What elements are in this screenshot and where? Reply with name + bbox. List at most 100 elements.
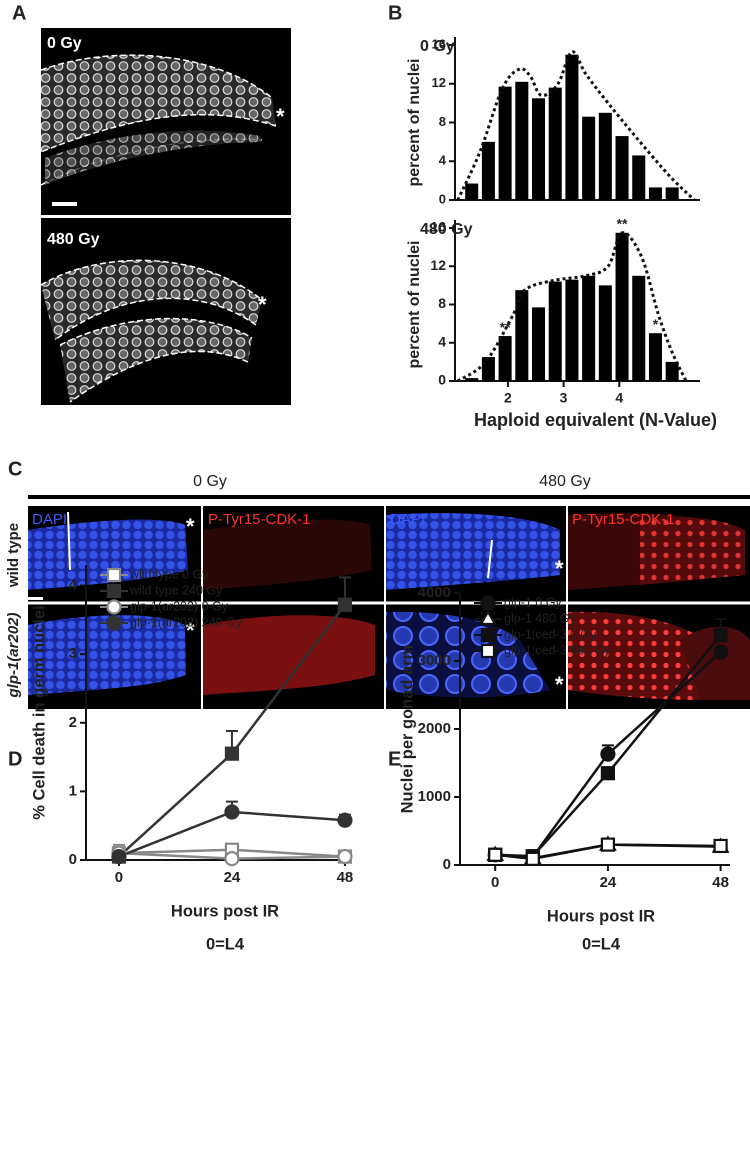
- bar: [665, 361, 679, 381]
- significance-mark: **: [617, 215, 628, 231]
- marker-circle: [337, 848, 353, 865]
- marker-circle: [224, 851, 240, 867]
- gonad-outline: [40, 259, 263, 403]
- bar: [632, 155, 646, 200]
- x-tick-label: 4: [615, 390, 623, 406]
- y-tick-label: 2: [69, 714, 77, 731]
- bar: [648, 187, 662, 200]
- channel-label: P-Tyr15-CDK-1: [572, 511, 675, 528]
- x-axis-label: Hours post IR: [547, 907, 655, 925]
- y-tick-label: 3: [69, 645, 77, 662]
- bar: [582, 275, 596, 381]
- gonad-ptyr: [203, 615, 375, 695]
- chart-label: 480 Gy: [420, 221, 473, 238]
- y-axis-label: % Cell death in germ nuclei: [30, 605, 48, 820]
- y-tick-label: 16: [432, 36, 446, 51]
- y-tick-label: 3000: [418, 652, 451, 669]
- asterisk: *: [555, 672, 564, 697]
- bar: [648, 333, 662, 381]
- marker-circle: [337, 812, 353, 828]
- y-axis-label: Nuclei per gonad arm: [398, 645, 416, 814]
- scale-bar: [28, 597, 43, 600]
- bar: [532, 307, 546, 381]
- series-line: [495, 843, 721, 861]
- marker-square: [480, 643, 496, 659]
- y-tick-label: 0: [69, 851, 77, 868]
- legend-label: glp-1;ced-3 0 Gy: [504, 627, 597, 641]
- bar: [632, 275, 646, 381]
- bar: [498, 336, 512, 381]
- scale-bar: [52, 202, 77, 206]
- legend-label: glp-1 480 Gy: [504, 611, 576, 625]
- x-tick-label: 0: [115, 869, 123, 886]
- gonad: [41, 260, 262, 340]
- y-axis-label: percent of nuclei: [406, 240, 423, 368]
- bar: [565, 279, 579, 381]
- panel-label: A: [12, 2, 26, 24]
- channel-label: DAPI: [32, 511, 67, 528]
- y-tick-label: 4: [439, 153, 447, 168]
- y-tick-label: 16: [430, 219, 446, 235]
- marker-square: [106, 583, 122, 599]
- channel-label: DAPI: [390, 511, 425, 528]
- gonad-ptyr: [680, 626, 750, 700]
- bar: [548, 87, 562, 200]
- channel-label: P-Tyr15-CDK-1: [208, 511, 311, 528]
- bar: [532, 98, 546, 200]
- y-tick-label: 0: [438, 372, 446, 388]
- bar: [615, 232, 629, 381]
- x-tick-label: 2: [504, 390, 512, 406]
- marker-square: [224, 746, 240, 761]
- envelope-line: [456, 50, 696, 202]
- marker-square: [600, 766, 616, 781]
- envelope-line: [456, 231, 688, 383]
- legend-label: glp-1(ar202) 0 Gy: [130, 599, 229, 613]
- column-header: 0 Gy: [193, 473, 227, 490]
- legend-label: wild type 0 Gy: [129, 567, 209, 581]
- ptyr-foci: [568, 611, 720, 700]
- y-tick-label: 0: [443, 856, 451, 873]
- gonad: [60, 318, 252, 402]
- bar: [465, 183, 479, 200]
- y-tick-label: 12: [432, 75, 446, 90]
- bar: [465, 378, 479, 381]
- y-tick-label: 12: [430, 257, 446, 273]
- gonad: [41, 55, 276, 152]
- dose-label: 0 Gy: [47, 35, 82, 52]
- x-tick-label: 48: [337, 869, 354, 886]
- row-label: glp-1(ar202): [5, 612, 22, 698]
- gonad-dapi: [386, 513, 560, 590]
- column-header: 480 Gy: [539, 473, 591, 490]
- gonad: [45, 130, 262, 185]
- x-tick-label: 24: [600, 874, 617, 891]
- x-axis-label: Hours post IR: [171, 902, 279, 920]
- y-tick-label: 8: [439, 114, 446, 129]
- bar: [515, 81, 529, 200]
- panel-label: C: [8, 458, 22, 480]
- gonad-dapi: [28, 615, 186, 695]
- marker-square: [337, 597, 353, 612]
- x-tick-label: 0: [491, 874, 499, 891]
- boundary-line: [67, 511, 71, 571]
- bar: [598, 285, 612, 381]
- x-axis-label: Haploid equivalent (N-Value): [474, 410, 717, 430]
- marker-square: [106, 567, 122, 583]
- y-tick-label: 0: [439, 191, 446, 206]
- y-axis-label: percent of nuclei: [406, 58, 423, 186]
- dose-label: 480 Gy: [47, 231, 100, 248]
- marker-circle: [713, 644, 729, 660]
- y-tick-label: 4: [438, 333, 446, 349]
- bar: [665, 187, 679, 200]
- x-tick-label: 3: [560, 390, 568, 406]
- marker-square: [713, 838, 728, 854]
- significance-mark: *: [653, 316, 659, 332]
- bar: [615, 136, 629, 200]
- marker-circle: [224, 804, 240, 820]
- asterisk: *: [555, 556, 564, 581]
- asterisk: *: [258, 292, 267, 317]
- bar: [548, 281, 562, 381]
- marker-square: [525, 851, 540, 866]
- chart-label: 0 Gy: [420, 38, 455, 55]
- marker-square: [713, 628, 728, 643]
